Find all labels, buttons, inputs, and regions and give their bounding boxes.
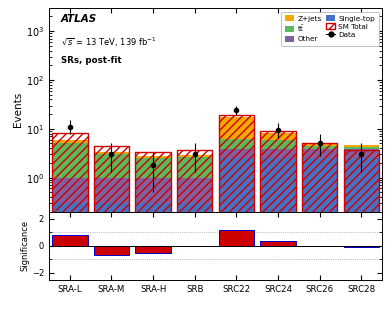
Bar [135, 178, 171, 203]
Bar [177, 156, 212, 178]
Bar [219, 158, 254, 316]
Bar [52, 178, 87, 203]
Bar [344, 150, 379, 316]
Bar [344, 145, 379, 147]
Bar [302, 149, 338, 158]
Bar [344, 158, 379, 316]
Bar [135, 246, 171, 253]
Bar [52, 143, 87, 178]
Bar [52, 140, 87, 143]
Bar [52, 133, 87, 316]
Bar [52, 235, 87, 246]
Bar [177, 150, 212, 316]
Bar [177, 155, 212, 156]
Bar [260, 140, 296, 149]
Bar [135, 158, 171, 178]
Legend: Z+jets, t$\bar{\rm t}$, Other, Single-top, SM Total, Data: Z+jets, t$\bar{\rm t}$, Other, Single-to… [281, 11, 379, 46]
Bar [94, 246, 129, 254]
Bar [344, 246, 379, 247]
Bar [135, 203, 171, 316]
Bar [177, 203, 212, 316]
Bar [94, 152, 129, 154]
Y-axis label: Events: Events [13, 92, 23, 127]
Bar [177, 178, 212, 203]
Bar [219, 139, 254, 149]
Bar [260, 241, 296, 246]
Bar [344, 149, 379, 158]
Bar [219, 117, 254, 139]
Text: $\sqrt{s}$ = 13 TeV, 139 fb$^{-1}$: $\sqrt{s}$ = 13 TeV, 139 fb$^{-1}$ [61, 35, 156, 49]
Bar [94, 178, 129, 203]
Bar [302, 143, 338, 146]
Bar [135, 156, 171, 158]
Bar [302, 143, 338, 316]
Bar [94, 146, 129, 316]
Text: SRs, post-fit: SRs, post-fit [61, 56, 121, 65]
Bar [260, 149, 296, 158]
Bar [219, 230, 254, 246]
Bar [260, 133, 296, 140]
Bar [219, 149, 254, 158]
Bar [135, 152, 171, 316]
Y-axis label: Significance: Significance [20, 220, 29, 271]
Bar [344, 147, 379, 149]
Bar [302, 158, 338, 316]
Bar [260, 158, 296, 316]
Bar [260, 131, 296, 316]
Bar [94, 203, 129, 316]
Bar [302, 146, 338, 149]
Bar [52, 203, 87, 316]
Text: ATLAS: ATLAS [61, 14, 97, 24]
Bar [94, 154, 129, 178]
Bar [219, 115, 254, 316]
